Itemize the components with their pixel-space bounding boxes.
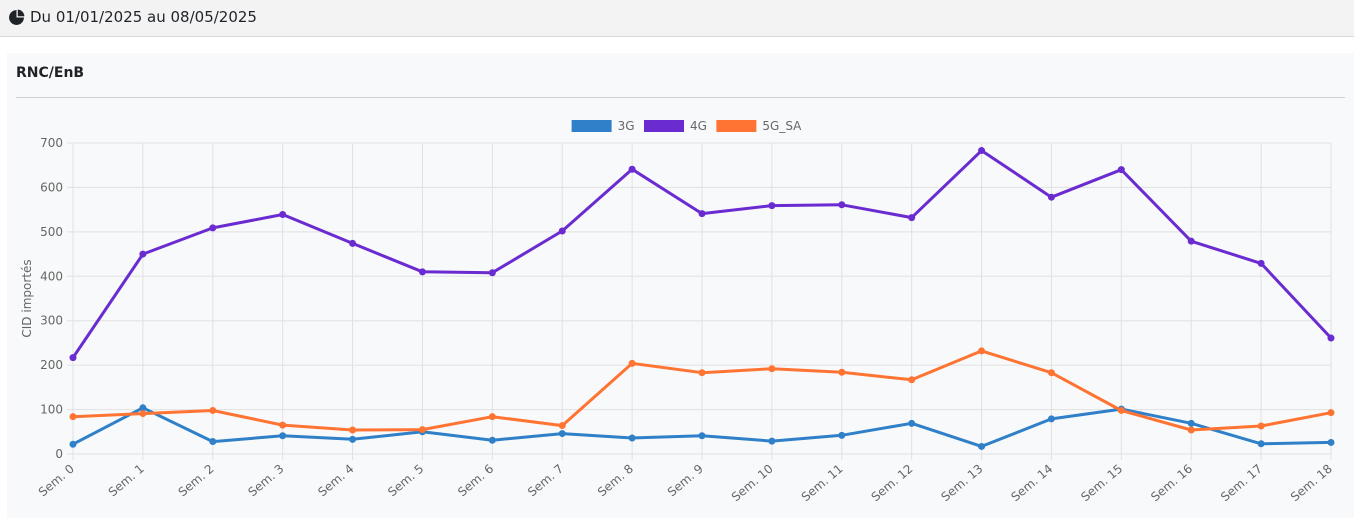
data-point-3G: [628, 434, 636, 442]
x-tick-label: Sem. 3: [245, 462, 286, 500]
y-tick-label: 0: [55, 447, 63, 461]
x-tick-label: Sem. 11: [799, 462, 846, 505]
x-tick-label: Sem. 9: [665, 462, 706, 500]
x-tick-label: Sem. 15: [1078, 462, 1125, 505]
data-point-4G: [1257, 259, 1265, 267]
data-point-3G: [1257, 440, 1265, 448]
legend-label-3G: 3G: [618, 119, 635, 133]
y-tick-label: 100: [40, 403, 63, 417]
data-point-5G_SA: [768, 365, 776, 373]
x-tick-label: Sem. 14: [1008, 462, 1055, 505]
data-point-4G: [768, 202, 776, 210]
data-point-4G: [1117, 166, 1125, 174]
data-point-4G: [908, 214, 916, 222]
y-tick-label: 700: [40, 136, 63, 150]
data-point-3G: [558, 430, 566, 438]
data-point-3G: [838, 431, 846, 439]
date-range-label: Du 01/01/2025 au 08/05/2025: [30, 8, 257, 26]
y-tick-label: 300: [40, 314, 63, 328]
data-point-3G: [1047, 415, 1055, 423]
data-point-3G: [69, 440, 77, 448]
chart-grid: [67, 142, 1332, 460]
data-point-4G: [209, 224, 217, 232]
chart-axes: 0 100 200 300 400 500 600 700 Sem. 0 Sem. 1 Sem. 2…: [20, 136, 1335, 504]
data-point-3G: [978, 442, 986, 450]
x-tick-label: Sem. 4: [315, 462, 356, 500]
data-point-4G: [1047, 193, 1055, 201]
data-point-5G_SA: [1257, 422, 1265, 430]
legend-label-5G_SA: 5G_SA: [762, 119, 802, 133]
header-bar: Du 01/01/2025 au 08/05/2025: [0, 0, 1354, 37]
legend-label-4G: 4G: [690, 119, 707, 133]
data-point-5G_SA: [209, 406, 217, 414]
data-point-4G: [1187, 237, 1195, 245]
data-point-5G_SA: [1117, 406, 1125, 414]
data-point-4G: [279, 211, 287, 219]
x-tick-label: Sem. 10: [729, 462, 776, 505]
data-point-3G: [488, 436, 496, 444]
data-point-5G_SA: [908, 376, 916, 384]
data-point-4G: [558, 227, 566, 235]
data-point-4G: [698, 210, 706, 218]
x-tick-label: Sem. 6: [455, 462, 496, 500]
data-point-4G: [69, 354, 77, 362]
data-point-3G: [279, 432, 287, 440]
data-point-5G_SA: [279, 421, 287, 429]
data-point-4G: [139, 250, 147, 258]
data-point-3G: [698, 432, 706, 440]
data-point-3G: [349, 435, 357, 443]
x-tick-label: Sem. 5: [385, 462, 426, 500]
legend-swatch-4G: [644, 120, 684, 132]
x-tick-label: Sem. 12: [869, 462, 916, 505]
x-tick-label: Sem. 7: [525, 462, 566, 500]
data-point-5G_SA: [1187, 426, 1195, 434]
data-point-5G_SA: [1047, 369, 1055, 377]
x-tick-label: Sem. 16: [1148, 462, 1195, 505]
x-tick-label: Sem. 13: [938, 462, 985, 505]
data-point-3G: [209, 438, 217, 446]
data-point-4G: [628, 165, 636, 173]
y-tick-label: 500: [40, 225, 63, 239]
x-tick-label: Sem. 8: [595, 462, 636, 500]
chart-legend: 3G 4G 5G_SA: [571, 119, 802, 133]
data-point-5G_SA: [349, 426, 357, 434]
data-point-5G_SA: [628, 359, 636, 367]
y-axis-title: CID importés: [20, 259, 34, 337]
data-point-4G: [978, 147, 986, 155]
x-tick-label: Sem. 18: [1288, 462, 1335, 505]
data-point-4G: [488, 269, 496, 277]
x-tick-label: Sem. 17: [1218, 462, 1265, 505]
data-point-3G: [768, 437, 776, 445]
data-point-5G_SA: [488, 413, 496, 421]
data-point-4G: [349, 239, 357, 247]
legend-swatch-5G_SA: [716, 120, 757, 132]
data-point-5G_SA: [139, 410, 147, 418]
x-tick-label: Sem. 2: [176, 462, 217, 500]
y-tick-label: 400: [40, 269, 63, 283]
data-point-5G_SA: [1327, 409, 1335, 417]
chart-series: [69, 147, 1335, 450]
x-tick-label: Sem. 1: [106, 462, 147, 500]
card-title: RNC/EnB: [16, 65, 85, 81]
data-point-3G: [1327, 438, 1335, 446]
data-point-4G: [1327, 334, 1335, 342]
data-point-5G_SA: [69, 413, 77, 421]
data-point-5G_SA: [978, 347, 986, 355]
data-point-5G_SA: [838, 368, 846, 376]
data-point-3G: [908, 419, 916, 427]
x-tick-label: Sem. 0: [36, 462, 77, 500]
data-point-4G: [418, 268, 426, 276]
data-point-3G: [1187, 419, 1195, 427]
data-point-5G_SA: [418, 426, 426, 434]
y-tick-label: 600: [40, 180, 63, 194]
data-point-4G: [838, 201, 846, 209]
data-point-5G_SA: [698, 369, 706, 377]
pie-chart-icon: [9, 9, 25, 25]
data-point-5G_SA: [558, 422, 566, 430]
data-point-3G: [139, 404, 147, 412]
y-tick-label: 200: [40, 358, 63, 372]
legend-swatch-3G: [571, 120, 612, 132]
card-divider: [16, 97, 1345, 98]
